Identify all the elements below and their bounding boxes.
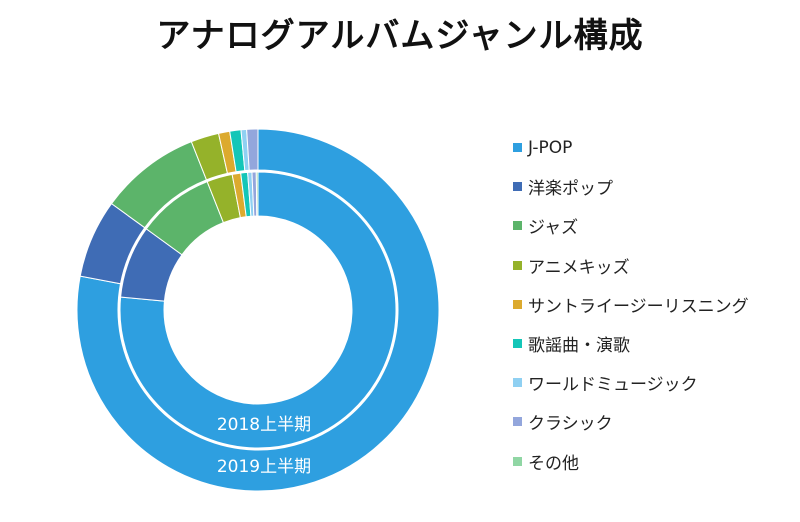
legend-label: J-POP — [528, 137, 573, 158]
legend-label: 洋楽ポップ — [528, 179, 613, 200]
legend: J-POP 洋楽ポップジャズアニメキッズサントライージーリスニング 歌謡曲・演歌ワー… — [513, 128, 749, 481]
legend-item: その他 — [513, 442, 749, 481]
legend-swatch — [513, 221, 522, 231]
inner-ring-label: 2018上半期 — [217, 415, 311, 435]
legend-item: J-POP — [513, 128, 749, 167]
outer-ring-label: 2019上半期 — [217, 457, 311, 477]
slice-outer-7 — [246, 128, 259, 171]
legend-item: アニメキッズ — [513, 246, 749, 285]
legend-label: アニメキッズ — [528, 257, 630, 278]
legend-swatch — [513, 339, 522, 349]
legend-item: ワールドミュージック — [513, 363, 749, 402]
legend-swatch — [513, 143, 522, 153]
legend-swatch — [513, 260, 522, 270]
legend-label: ジャズ — [528, 218, 579, 239]
legend-swatch — [513, 456, 522, 466]
chart-title: アナログアルバムジャンル構成 — [156, 16, 644, 56]
legend-label: 歌謡曲・演歌 — [528, 336, 630, 357]
legend-item: ジャズ — [513, 206, 749, 245]
slice-inner-0 — [119, 171, 397, 449]
legend-item: サントライージーリスニング — [513, 285, 749, 324]
legend-swatch — [513, 182, 522, 192]
legend-label: クラシック — [528, 414, 613, 435]
legend-item: 洋楽ポップ — [513, 167, 749, 206]
slice-outer-0 — [76, 128, 440, 492]
legend-swatch — [513, 299, 522, 309]
slice-inner-8 — [255, 171, 259, 217]
legend-swatch — [513, 378, 522, 388]
legend-item: クラシック — [513, 402, 749, 441]
legend-label: その他 — [528, 453, 579, 474]
legend-label: ワールドミュージック — [528, 375, 698, 396]
legend-label: サントライージーリスニング — [528, 296, 749, 317]
legend-swatch — [513, 417, 522, 427]
legend-item: 歌謡曲・演歌 — [513, 324, 749, 363]
